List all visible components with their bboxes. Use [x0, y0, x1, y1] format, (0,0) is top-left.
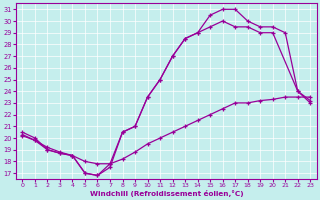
X-axis label: Windchill (Refroidissement éolien,°C): Windchill (Refroidissement éolien,°C) [90, 190, 243, 197]
